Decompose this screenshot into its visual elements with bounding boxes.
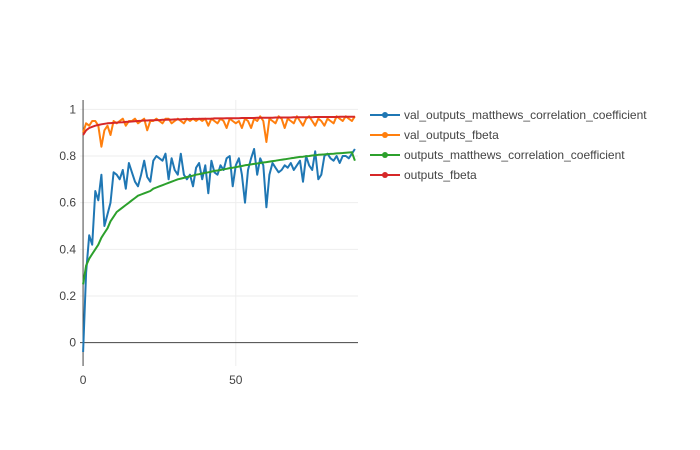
y-tick-label: 0.6 — [59, 196, 76, 210]
legend[interactable]: val_outputs_matthews_correlation_coeffic… — [370, 108, 647, 182]
series-line-1 — [82, 115, 356, 148]
legend-marker — [382, 112, 388, 118]
y-tick-label: 0.8 — [59, 149, 76, 163]
legend-label: outputs_matthews_correlation_coefficient — [404, 148, 625, 162]
legend-marker — [382, 132, 388, 138]
series-line-0 — [82, 148, 356, 353]
x-tick-label: 50 — [229, 373, 243, 387]
series-line-3 — [82, 115, 355, 136]
y-tick-label: 0 — [69, 336, 76, 350]
x-tick-label: 0 — [80, 373, 87, 387]
axes: 0 0.2 0.4 0.6 0.8 1 0 50 — [59, 100, 358, 387]
y-tick-label: 0.4 — [59, 242, 76, 256]
legend-item-0[interactable]: val_outputs_matthews_correlation_coeffic… — [370, 108, 647, 122]
legend-label: outputs_fbeta — [404, 168, 477, 182]
y-tick-label: 0.2 — [59, 289, 76, 303]
y-tick-label: 1 — [69, 102, 76, 116]
gridlines — [80, 100, 358, 366]
series-line-2 — [82, 151, 356, 285]
legend-item-2[interactable]: outputs_matthews_correlation_coefficient — [370, 148, 625, 162]
legend-label: val_outputs_matthews_correlation_coeffic… — [404, 108, 647, 122]
series-lines — [82, 115, 356, 353]
legend-item-3[interactable]: outputs_fbeta — [370, 168, 477, 182]
legend-marker — [382, 172, 388, 178]
legend-item-1[interactable]: val_outputs_fbeta — [370, 128, 499, 142]
legend-label: val_outputs_fbeta — [404, 128, 499, 142]
legend-marker — [382, 152, 388, 158]
